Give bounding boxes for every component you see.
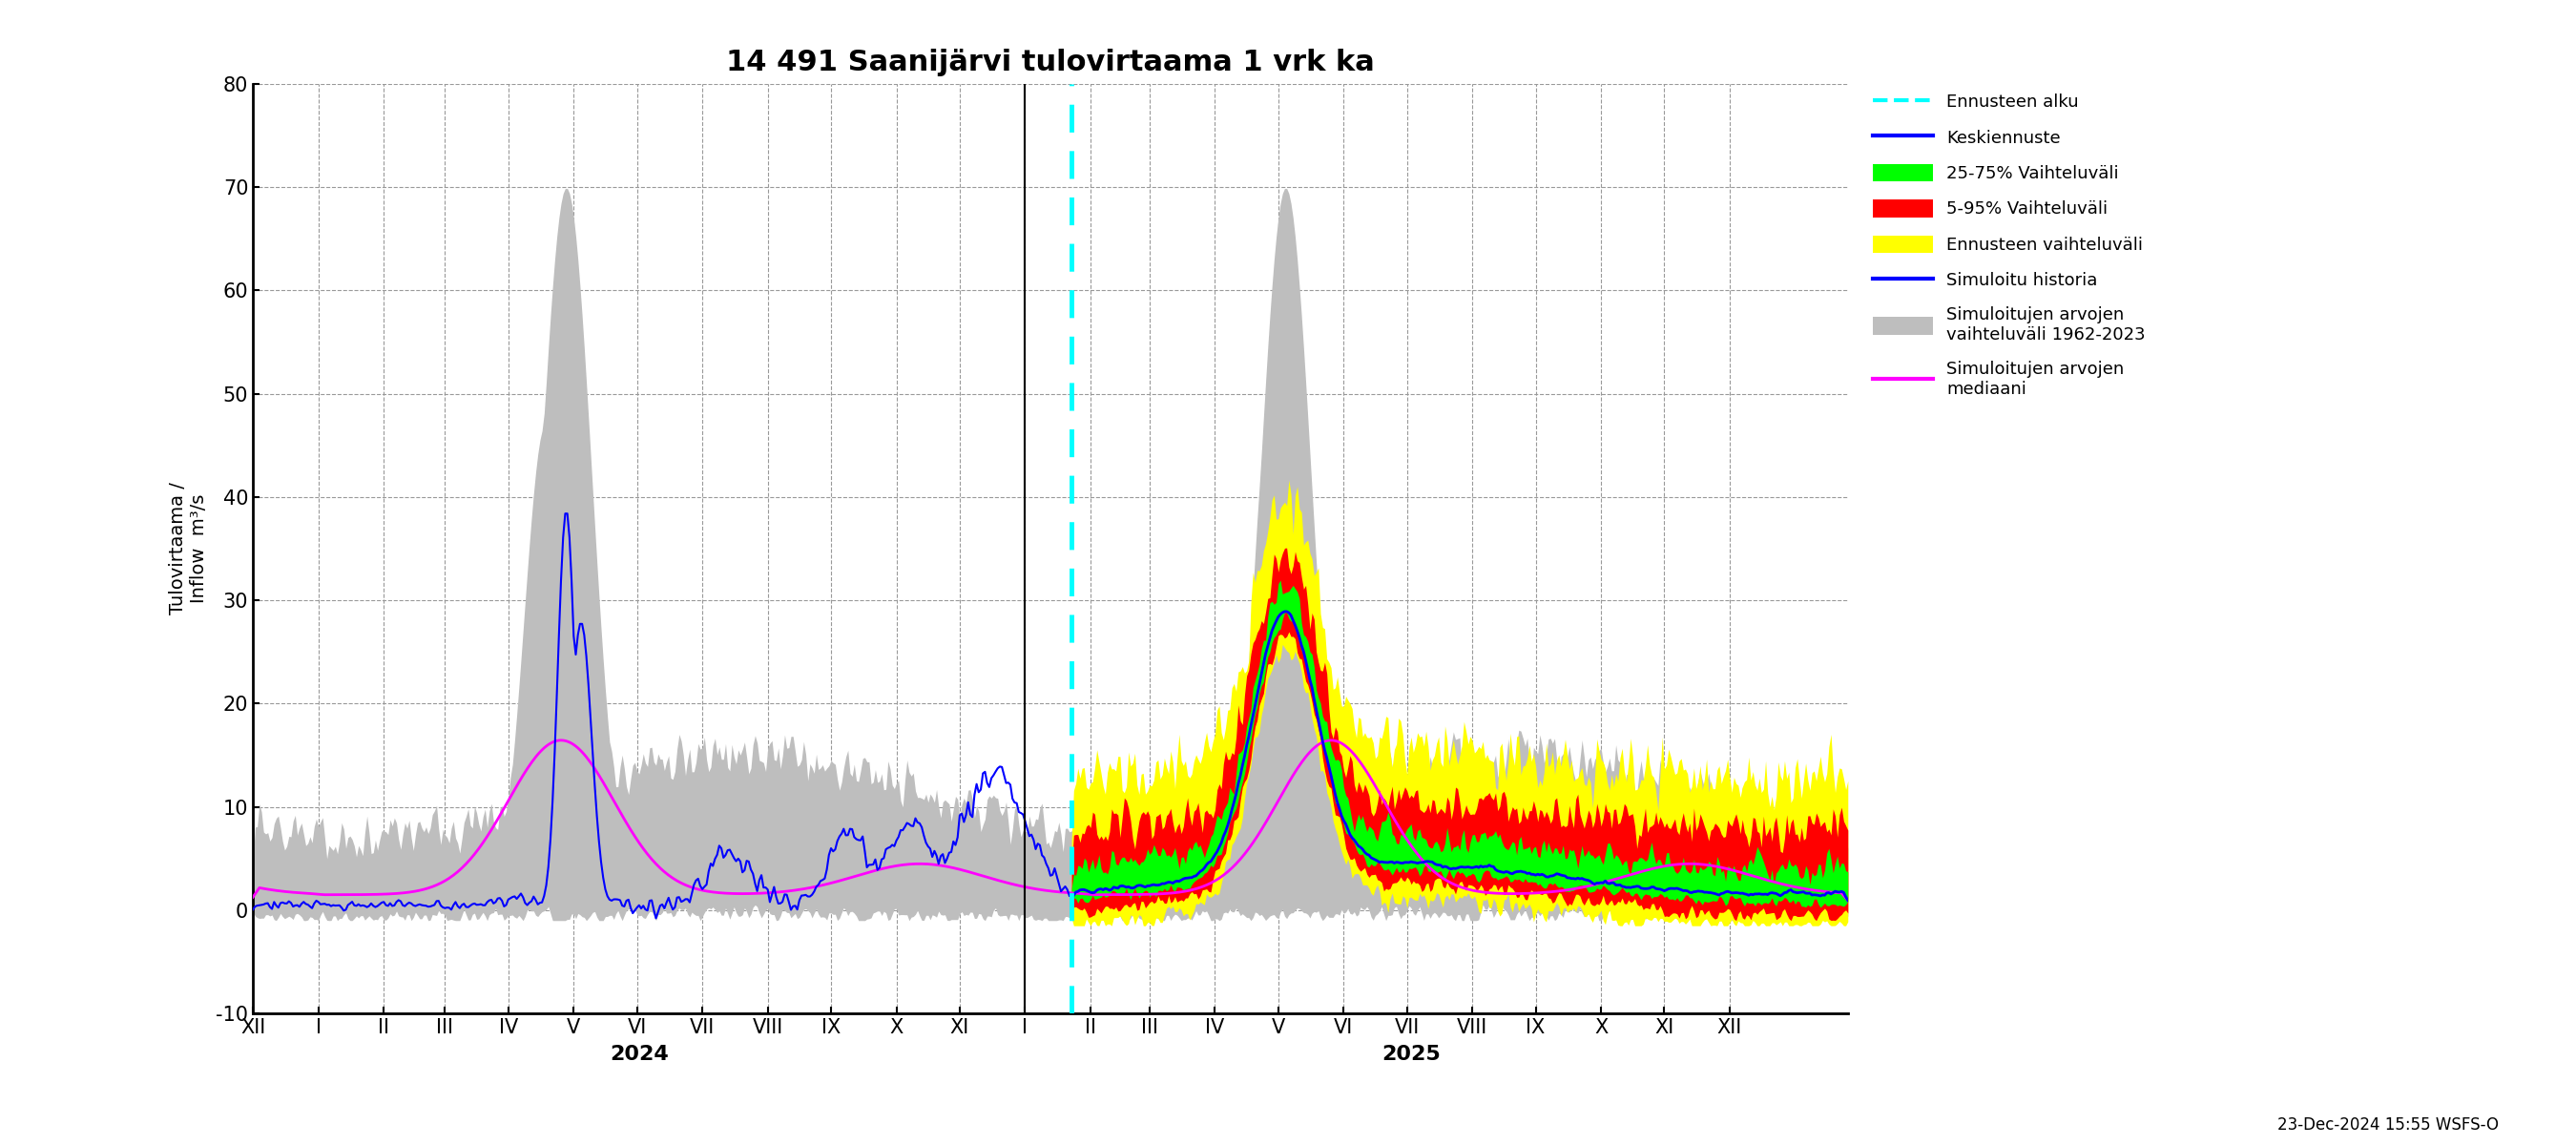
Text: 2025: 2025 <box>1381 1044 1440 1064</box>
Text: 23-Dec-2024 15:55 WSFS-O: 23-Dec-2024 15:55 WSFS-O <box>2277 1116 2499 1134</box>
Y-axis label: Tulovirtaama /
Inflow  m³/s: Tulovirtaama / Inflow m³/s <box>170 482 209 615</box>
Title: 14 491 Saanijärvi tulovirtaama 1 vrk ka: 14 491 Saanijärvi tulovirtaama 1 vrk ka <box>726 48 1376 77</box>
Legend: Ennusteen alku, Keskiennuste, 25-75% Vaihteluväli, 5-95% Vaihteluväli, Ennusteen: Ennusteen alku, Keskiennuste, 25-75% Vai… <box>1873 93 2146 397</box>
Text: 2024: 2024 <box>611 1044 670 1064</box>
